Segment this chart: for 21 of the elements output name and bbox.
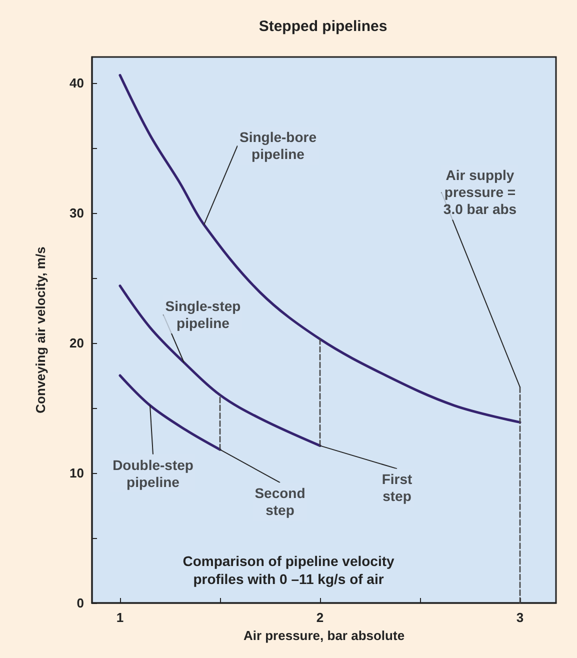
y-tick-label: 20 (70, 336, 84, 350)
line-series (118, 74, 522, 424)
y-tick-label: 0 (76, 596, 84, 610)
annotation: First step (382, 471, 413, 504)
y-tick-label: 40 (70, 76, 84, 90)
line-series (118, 374, 222, 451)
annotation: Double-step pipeline (112, 456, 194, 490)
line-series (118, 284, 322, 447)
x-tick-label: 3 (516, 610, 524, 625)
annotation: Second step (254, 485, 306, 518)
annotation: Single-bore pipeline (239, 129, 317, 162)
x-tick-label: 2 (316, 610, 324, 625)
y-tick-label: 10 (70, 466, 84, 480)
chart-title: Stepped pipelines (258, 18, 388, 35)
annotation: Air supply pressure = 3.0 bar abs (443, 167, 517, 218)
x-axis-title: Air pressure, bar absolute (243, 628, 405, 643)
x-tick-label: 1 (116, 610, 124, 625)
annotation: Comparison of pipeline velocity profiles with 0 –11 kg/s of air (182, 553, 395, 587)
y-tick-label: 30 (70, 206, 84, 220)
y-axis-title: Conveying air velocity, m/s (33, 246, 48, 414)
annotation: Single-step pipeline (165, 298, 241, 331)
